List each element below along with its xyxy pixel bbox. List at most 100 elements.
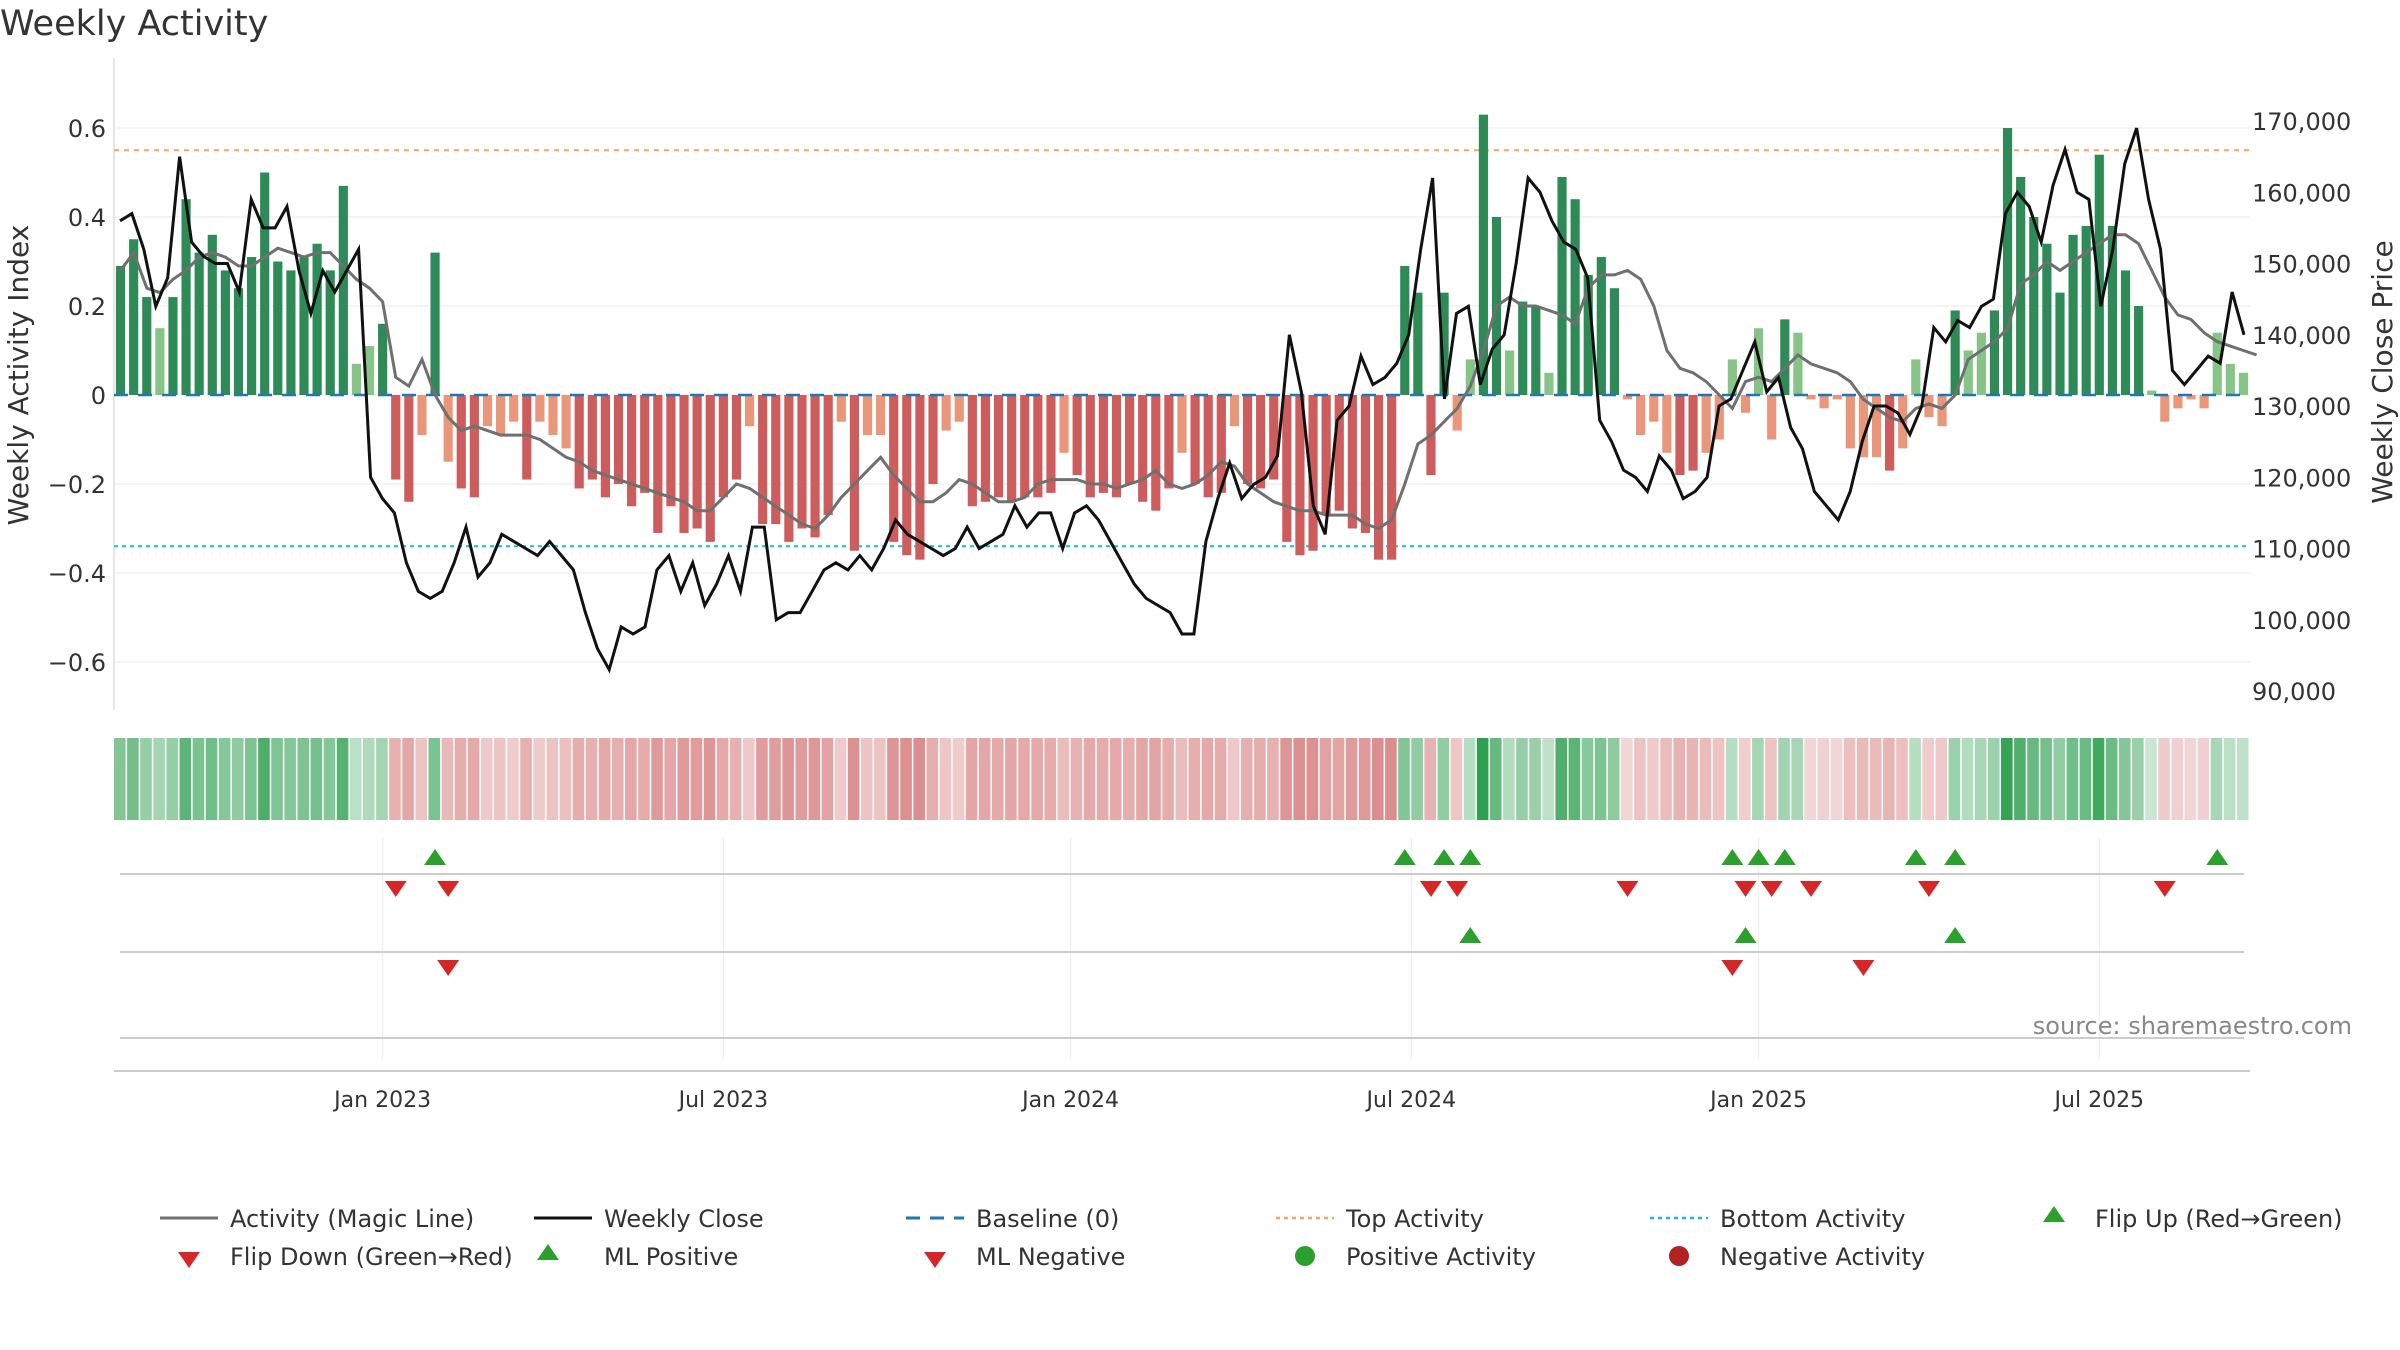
heat-cell — [376, 738, 388, 820]
heat-cell — [166, 738, 179, 820]
heat-cell — [415, 738, 428, 820]
heat-cell — [821, 738, 834, 820]
activity-bar — [1649, 395, 1659, 422]
flip-up-marker — [1393, 849, 1416, 865]
activity-bar — [1007, 395, 1017, 502]
activity-bar — [1727, 359, 1737, 395]
activity-bar — [967, 395, 977, 507]
heat-cell — [2040, 738, 2052, 820]
activity-bar — [1636, 395, 1646, 436]
heat-cell — [1738, 738, 1751, 820]
heat-cell — [467, 738, 480, 820]
heat-cell — [860, 738, 873, 820]
activity-bar — [456, 395, 466, 489]
flip-down-marker — [1800, 881, 1823, 897]
activity-bar — [1583, 274, 1593, 395]
activity-bar — [220, 270, 230, 395]
flip-up-marker — [424, 849, 447, 865]
heat-cell — [323, 738, 336, 820]
heat-cell — [2184, 738, 2197, 820]
activity-bar — [1242, 395, 1253, 484]
activity-bar — [2055, 292, 2065, 395]
activity-bar — [1111, 395, 1122, 498]
heat-cell — [743, 738, 755, 820]
flip-up-marker — [1433, 849, 1456, 865]
heat-cell — [507, 738, 519, 820]
legend-swatch — [1295, 1246, 1315, 1266]
activity-bar — [1871, 395, 1882, 458]
heat-cell — [2053, 738, 2066, 820]
heat-cell — [1948, 738, 1961, 820]
x-tick-label: Jul 2023 — [677, 1088, 769, 1113]
activity-bar — [129, 239, 139, 395]
activity-bar — [535, 395, 545, 422]
legend-label: Weekly Close — [604, 1205, 764, 1233]
legend-label: Top Activity — [1345, 1205, 1484, 1233]
activity-bar — [1858, 395, 1869, 458]
activity-bar — [1229, 395, 1240, 427]
heat-cell — [271, 738, 283, 820]
activity-bar — [404, 395, 414, 502]
heat-cell — [1227, 738, 1240, 820]
heat-cell — [258, 738, 270, 820]
heat-cell — [310, 738, 323, 820]
heat-cell — [1188, 738, 1201, 820]
x-tick-label: Jan 2023 — [332, 1088, 431, 1113]
activity-bar — [1059, 395, 1069, 453]
flip-up-marker — [1944, 849, 1967, 865]
heat-cell — [926, 738, 939, 820]
heat-cell — [1568, 738, 1581, 820]
activity-bar — [718, 395, 728, 498]
activity-bar — [1570, 199, 1580, 395]
right-tick-label: 170,000 — [2252, 108, 2351, 136]
activity-bar — [1465, 359, 1475, 395]
activity-bar — [744, 395, 755, 427]
activity-bar — [1937, 395, 1947, 427]
right-tick-label: 140,000 — [2252, 322, 2351, 350]
heat-cell — [1162, 738, 1174, 820]
activity-bar — [2068, 234, 2078, 395]
heat-cell — [1883, 738, 1895, 820]
activity-bar — [1308, 395, 1318, 551]
activity-bar — [181, 199, 191, 395]
heat-cell — [1358, 738, 1371, 820]
left-tick-label: 0.6 — [68, 115, 106, 143]
activity-bar — [2120, 270, 2131, 395]
activity-bar — [1072, 395, 1082, 476]
ml-negative-marker — [1721, 960, 1744, 976]
heat-cell — [1804, 738, 1817, 820]
heat-cell — [520, 738, 532, 820]
heat-cell — [546, 738, 559, 820]
x-tick-label: Jul 2024 — [1365, 1088, 1457, 1113]
activity-bar — [954, 395, 964, 422]
heat-cell — [2001, 738, 2013, 820]
heat-cell — [1778, 738, 1790, 820]
heat-cell — [1699, 738, 1712, 820]
flip-up-marker — [1721, 849, 1744, 865]
activity-bar — [902, 395, 912, 556]
heat-cell — [1503, 738, 1515, 820]
heat-cell — [2027, 738, 2039, 820]
activity-bar — [836, 395, 846, 422]
flip-down-marker — [1734, 881, 1757, 897]
activity-bar — [1321, 395, 1331, 516]
flip-down-marker — [437, 881, 460, 897]
heat-cell — [1136, 738, 1148, 820]
activity-bar — [1138, 395, 1148, 502]
activity-bar — [1203, 395, 1213, 498]
heat-cell — [1634, 738, 1646, 820]
heat-cell — [2066, 738, 2079, 820]
right-tick-label: 90,000 — [2252, 678, 2336, 706]
activity-bar — [142, 297, 152, 395]
heat-cell — [1372, 738, 1384, 820]
heat-cell — [638, 738, 650, 820]
activity-bar — [443, 395, 453, 462]
magic-line — [119, 233, 2258, 531]
activity-bar — [1950, 310, 1960, 395]
activity-bar — [784, 395, 794, 542]
activity-bar — [928, 395, 938, 484]
heat-cell — [2197, 738, 2210, 820]
heat-cell — [651, 738, 663, 820]
activity-bar — [980, 395, 991, 502]
